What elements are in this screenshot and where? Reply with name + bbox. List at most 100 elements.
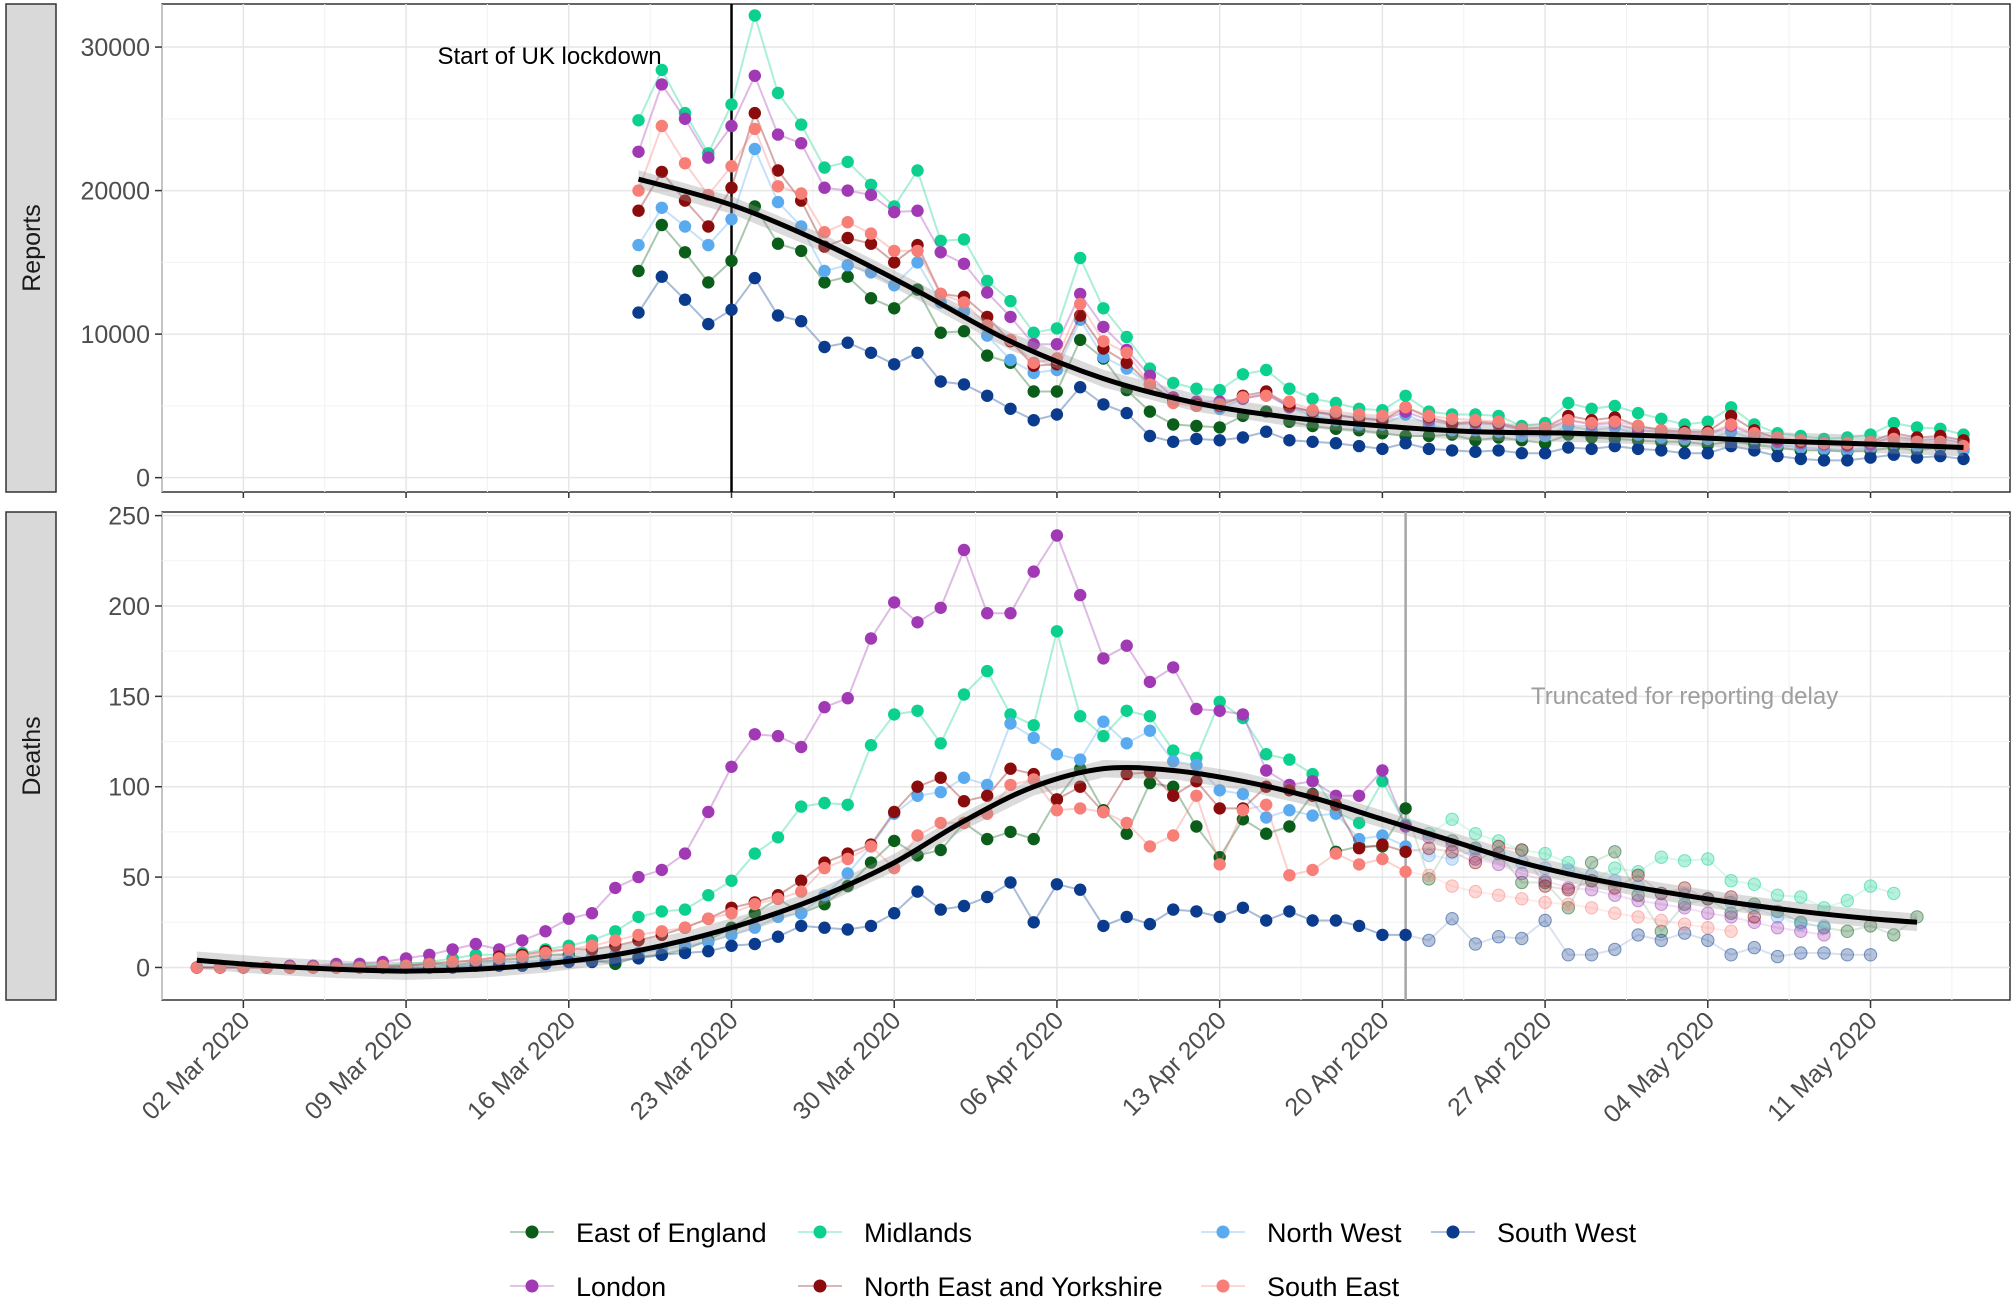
data-point bbox=[864, 292, 878, 305]
data-point bbox=[725, 213, 738, 226]
data-point bbox=[795, 907, 808, 920]
data-point bbox=[1724, 924, 1738, 938]
data-point bbox=[1561, 855, 1576, 870]
data-point bbox=[934, 601, 947, 614]
data-point bbox=[1515, 931, 1529, 946]
data-point bbox=[1794, 917, 1808, 931]
data-point bbox=[702, 317, 715, 331]
data-point bbox=[1840, 948, 1855, 962]
data-point bbox=[1074, 287, 1087, 301]
data-point bbox=[446, 955, 459, 969]
data-point bbox=[1143, 378, 1157, 391]
data-point bbox=[748, 9, 761, 22]
data-point bbox=[934, 771, 947, 784]
y-tick-label: 50 bbox=[122, 864, 150, 892]
data-point bbox=[1677, 854, 1692, 868]
data-point bbox=[981, 832, 994, 846]
data-point bbox=[818, 701, 831, 714]
data-point bbox=[841, 867, 854, 880]
legend-item: North East and Yorkshire bbox=[798, 1272, 1163, 1301]
data-point bbox=[1562, 414, 1575, 427]
data-point bbox=[655, 63, 668, 77]
data-point bbox=[1747, 915, 1762, 929]
data-point bbox=[1422, 409, 1436, 423]
data-point bbox=[1887, 432, 1901, 446]
data-point bbox=[1887, 448, 1901, 461]
data-point bbox=[725, 254, 738, 268]
data-point bbox=[1190, 789, 1203, 802]
data-point bbox=[864, 346, 878, 359]
data-point bbox=[1678, 447, 1691, 460]
data-point bbox=[725, 160, 738, 173]
data-point bbox=[632, 238, 645, 252]
x-tick-label: 11 May 2020 bbox=[1762, 1006, 1883, 1127]
y-tick-label: 150 bbox=[108, 683, 150, 711]
data-point bbox=[981, 789, 994, 802]
data-point bbox=[1608, 439, 1622, 453]
data-point bbox=[1538, 895, 1552, 910]
data-point bbox=[1074, 309, 1087, 322]
data-point bbox=[888, 596, 901, 609]
data-point bbox=[1631, 865, 1645, 879]
data-point bbox=[957, 257, 971, 270]
data-point bbox=[818, 161, 831, 174]
data-point bbox=[1677, 901, 1692, 915]
data-point bbox=[1445, 912, 1459, 926]
data-point bbox=[1445, 444, 1459, 457]
data-point bbox=[1376, 852, 1389, 866]
data-point bbox=[678, 293, 692, 306]
data-point bbox=[1143, 710, 1157, 723]
data-point bbox=[702, 276, 715, 289]
data-point bbox=[748, 907, 761, 920]
data-point bbox=[678, 194, 692, 207]
data-point bbox=[1074, 333, 1087, 347]
legend-label: North West bbox=[1267, 1218, 1402, 1248]
data-point bbox=[1840, 893, 1855, 908]
data-point bbox=[1352, 439, 1366, 453]
data-point bbox=[585, 907, 599, 920]
data-point bbox=[702, 220, 715, 233]
data-point bbox=[1097, 652, 1110, 665]
data-point bbox=[771, 86, 785, 100]
data-point bbox=[864, 919, 878, 933]
data-point bbox=[632, 928, 645, 942]
data-point bbox=[1027, 773, 1040, 786]
data-point bbox=[911, 704, 924, 717]
data-point bbox=[888, 302, 901, 315]
data-point bbox=[655, 948, 668, 961]
data-point bbox=[1027, 719, 1040, 732]
data-point bbox=[1608, 399, 1622, 413]
data-point bbox=[748, 847, 761, 860]
data-point bbox=[1561, 897, 1576, 911]
data-point bbox=[1841, 454, 1854, 467]
data-point bbox=[1770, 888, 1785, 902]
data-point bbox=[818, 796, 831, 810]
data-point bbox=[655, 165, 668, 179]
data-point bbox=[1260, 827, 1273, 840]
trend-line bbox=[196, 764, 1918, 974]
data-point bbox=[771, 195, 785, 209]
data-point bbox=[516, 950, 529, 963]
data-point bbox=[702, 151, 715, 164]
data-point bbox=[190, 961, 204, 974]
data-point bbox=[795, 800, 808, 813]
trend-confidence-band bbox=[196, 759, 1917, 980]
data-point bbox=[1236, 708, 1250, 721]
data-point bbox=[1492, 444, 1505, 457]
data-point bbox=[1260, 914, 1273, 927]
data-point bbox=[1097, 398, 1110, 411]
data-point bbox=[795, 874, 808, 887]
data-point bbox=[1422, 872, 1436, 886]
data-point bbox=[1167, 418, 1180, 431]
data-point bbox=[1538, 913, 1552, 928]
data-point bbox=[841, 852, 854, 866]
data-point bbox=[655, 905, 668, 918]
data-point bbox=[1329, 914, 1343, 927]
data-point bbox=[795, 137, 808, 150]
data-point bbox=[771, 930, 785, 943]
data-point bbox=[725, 874, 738, 887]
data-point bbox=[1236, 391, 1250, 404]
data-point bbox=[911, 244, 924, 258]
data-point bbox=[1376, 427, 1389, 440]
data-point bbox=[1376, 838, 1389, 851]
